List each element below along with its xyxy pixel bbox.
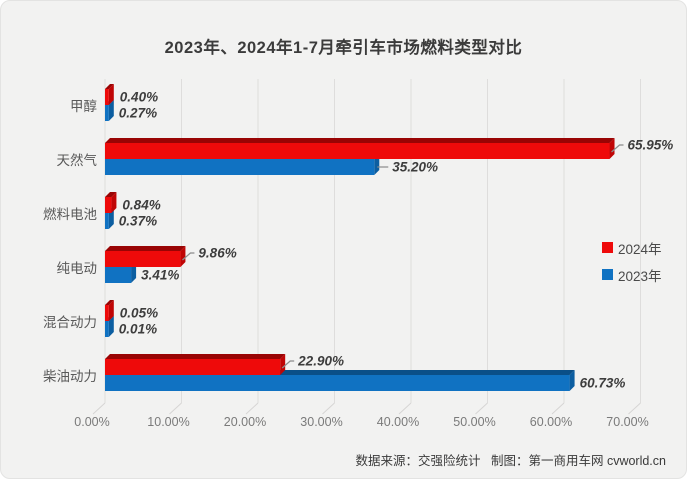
axis-tick [169, 402, 182, 415]
category-label: 混合动力 [43, 315, 97, 330]
axis-tick [322, 402, 335, 415]
legend-item-2023: 2023年 [602, 261, 662, 288]
bar-2023-side-face [108, 208, 114, 229]
category-label: 燃料电池 [43, 206, 97, 222]
bar-2023-side-face [131, 262, 137, 283]
category-label: 纯电动 [57, 261, 98, 276]
legend-label-2024: 2024年 [618, 241, 662, 257]
legend-swatch-2023 [602, 269, 613, 280]
legend-item-2024: 2024年 [602, 234, 662, 261]
axis-tick [475, 402, 488, 415]
bar-2024-side-face [108, 84, 114, 105]
chart-legend: 2024年 2023年 [602, 234, 662, 288]
data-label-2024: 22.90% [297, 354, 344, 369]
data-label-2024: 9.86% [198, 246, 236, 261]
axis-tick [628, 402, 641, 415]
category-label: 柴油动力 [43, 369, 97, 384]
axis-tick [398, 402, 412, 415]
data-label-2024: 0.84% [122, 198, 160, 213]
bar-2023 [105, 105, 109, 121]
bar-2024 [105, 143, 610, 159]
bar-2024-side-face [280, 354, 286, 375]
bar-2023-side-face [374, 154, 380, 175]
data-label-leader [611, 144, 624, 153]
bar-2024 [105, 305, 109, 321]
data-label-2024: 65.95% [628, 138, 674, 153]
axis-tick [551, 402, 565, 415]
category-label: 天然气 [57, 152, 98, 168]
x-axis-tick-label: 70.00% [606, 415, 648, 429]
bar-2024-top-face [105, 84, 114, 89]
x-axis-tick-label: 40.00% [377, 415, 419, 429]
bar-2023-side-face [108, 100, 114, 121]
x-axis-tick-label: 60.00% [530, 415, 572, 429]
bar-2023 [105, 213, 109, 229]
bar-2023 [105, 159, 375, 175]
x-axis-tick-label: 50.00% [453, 415, 495, 429]
bar-2024 [105, 197, 112, 213]
legend-label-2023: 2023年 [618, 268, 662, 284]
bar-2024 [105, 251, 181, 267]
source-caption: 数据来源：交强险统计 制图：第一商用车网 cvworld.cn [355, 454, 666, 468]
bar-2024 [105, 89, 109, 105]
bar-2024-top-face [105, 192, 117, 197]
bar-2024-top-face [105, 354, 286, 359]
bar-2024-side-face [108, 300, 114, 321]
x-axis-tick-label: 0.00% [74, 415, 109, 429]
bar-2024-top-face [105, 138, 615, 143]
data-label-leader [182, 252, 195, 261]
bar-2023 [105, 375, 570, 391]
bar-2023-side-face [108, 316, 114, 337]
bar-2023-side-face [569, 370, 575, 391]
bar-2024-side-face [609, 138, 615, 159]
data-label-2024: 0.05% [120, 306, 158, 321]
data-label-2023: 60.73% [580, 376, 626, 391]
category-label: 甲醇 [70, 98, 97, 114]
data-label-2023: 35.20% [392, 160, 438, 175]
bar-2023 [105, 321, 109, 337]
bar-2024-side-face [180, 246, 186, 267]
bar-2024-top-face [105, 300, 114, 305]
chart-title: 2023年、2024年1-7月牵引车市场燃料类型对比 [164, 39, 523, 57]
axis-tick [245, 402, 259, 415]
data-label-2023: 0.01% [119, 322, 157, 337]
bar-2024 [105, 359, 281, 375]
data-label-2023: 3.41% [141, 268, 179, 283]
data-label-leader [281, 360, 295, 369]
bar-2024-side-face [111, 192, 117, 213]
x-axis-tick-label: 30.00% [300, 415, 342, 429]
x-axis-tick-label: 10.00% [147, 415, 189, 429]
legend-swatch-2024 [602, 242, 613, 253]
data-label-2023: 0.27% [119, 106, 157, 121]
x-axis-tick-label: 20.00% [224, 415, 266, 429]
data-label-2024: 0.40% [120, 90, 158, 105]
data-label-2023: 0.37% [119, 214, 157, 229]
bar-2024-top-face [105, 246, 186, 251]
axis-tick [92, 402, 106, 415]
bar-2023 [105, 267, 132, 283]
